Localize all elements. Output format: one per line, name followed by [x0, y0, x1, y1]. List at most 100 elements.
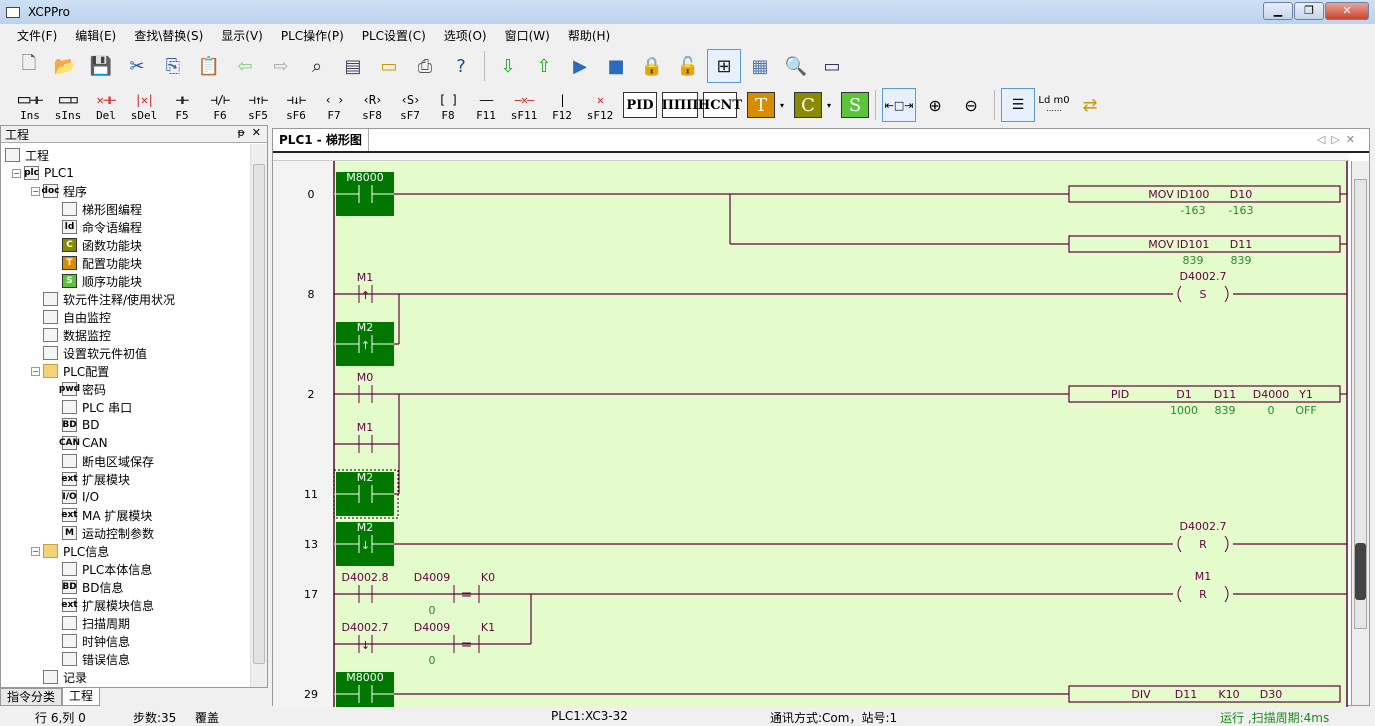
- tab-nav-controls[interactable]: ◁▷✕: [1316, 133, 1361, 146]
- tree-item[interactable]: ext 扩展模块信息: [1, 596, 249, 614]
- maximize-button[interactable]: ❐: [1294, 2, 1324, 20]
- instruction-box-mov[interactable]: MOV ID100 D10 -163 -163: [1068, 185, 1341, 217]
- pin-icon[interactable]: ᵽ: [237, 126, 245, 139]
- tree-item[interactable]: − plc PLC1: [1, 164, 249, 182]
- editor-scrollbar[interactable]: [1351, 161, 1369, 705]
- ladder-key-f5[interactable]: ⊣⊢ F5: [164, 88, 200, 122]
- fb-T-button[interactable]: T: [747, 92, 775, 118]
- ladder-view-button[interactable]: ⊞: [707, 49, 741, 83]
- tree-item[interactable]: I/O I/O: [1, 488, 249, 506]
- data-monitor-button[interactable]: ▦: [743, 49, 777, 83]
- free-monitor-button[interactable]: 🔍: [779, 49, 813, 83]
- compare-contact[interactable]: = D4009 K0 0: [399, 571, 531, 617]
- tree-item[interactable]: 自由监控: [1, 308, 249, 326]
- ladder-key-f8[interactable]: [ ] F8: [430, 88, 466, 122]
- menu-item[interactable]: 查找\替换(S): [134, 28, 204, 43]
- ladder-diagram[interactable]: 0 8 2 11 13 17 29 M8000 ↑ M1 ↑ M2 M0 M1 M2 ↓ M2 D4002.8 ↓ D…: [273, 161, 1349, 707]
- help-button[interactable]: ?: [444, 49, 478, 83]
- tab-ladder[interactable]: PLC1 - 梯形图: [273, 129, 369, 151]
- tree-item[interactable]: C 函数功能块: [1, 236, 249, 254]
- instruction-view-button[interactable]: Ld m0 ⋯⋯: [1037, 88, 1071, 122]
- copy-button[interactable]: ⎘: [156, 49, 190, 83]
- print-button[interactable]: ⎙: [408, 49, 442, 83]
- tree-item[interactable]: T 配置功能块: [1, 254, 249, 272]
- tree-item[interactable]: 软元件注释/使用状况: [1, 290, 249, 308]
- collapse-icon[interactable]: −: [31, 186, 40, 196]
- contact-M2[interactable]: ↓ M2: [334, 521, 394, 566]
- contact-M0[interactable]: M0: [334, 371, 399, 403]
- menu-item[interactable]: PLC设置(C): [361, 28, 426, 43]
- menu-item[interactable]: PLC操作(P): [280, 28, 344, 43]
- ladder-key-sins[interactable]: ⊏⊐⊐ sIns: [50, 88, 86, 122]
- tree-item[interactable]: S 顺序功能块: [1, 272, 249, 290]
- tree-item[interactable]: ld 命令语编程: [1, 218, 249, 236]
- contact-D4002.7[interactable]: ↓ D4002.7: [334, 621, 399, 653]
- serial-port-button[interactable]: ▭: [815, 49, 849, 83]
- tree-item[interactable]: ext 扩展模块: [1, 470, 249, 488]
- ladder-key-sf5[interactable]: ⊣↑⊢ sF5: [240, 88, 276, 122]
- dropdown-arrow-icon[interactable]: ▾: [780, 100, 785, 110]
- tree-item[interactable]: 扫描周期: [1, 614, 249, 632]
- tree-item[interactable]: 错误信息: [1, 650, 249, 668]
- contact-D4002.8[interactable]: D4002.8: [334, 571, 399, 603]
- paste-button[interactable]: 📋: [192, 49, 226, 83]
- back-button[interactable]: ⇦: [228, 49, 262, 83]
- tree-item[interactable]: 数据监控: [1, 326, 249, 344]
- contact-M8000[interactable]: M8000: [334, 171, 394, 216]
- download-button[interactable]: ⇩: [491, 49, 525, 83]
- ladder-layout-button[interactable]: ☰: [1001, 88, 1036, 122]
- fb-S-button[interactable]: S: [841, 92, 870, 118]
- tree-item[interactable]: CAN CAN: [1, 434, 249, 452]
- menu-item[interactable]: 帮助(H): [567, 28, 611, 43]
- tab-instructions[interactable]: 指令分类: [0, 688, 63, 706]
- stop-button[interactable]: ■: [599, 49, 633, 83]
- ladder-key-ins[interactable]: ⊏⊐⊣⊢ Ins: [12, 88, 48, 122]
- ladder-key-sf7[interactable]: ‹S› sF7: [392, 88, 428, 122]
- tree-item[interactable]: − doc 程序: [1, 182, 249, 200]
- ladder-key-f7[interactable]: ‹ › F7: [316, 88, 352, 122]
- ladder-key-sdel[interactable]: |✕| sDel: [126, 88, 162, 122]
- minimize-button[interactable]: ▁: [1263, 2, 1293, 20]
- coil-r[interactable]: R D4002.7: [1175, 520, 1231, 553]
- forward-button[interactable]: ⇨: [264, 49, 298, 83]
- tree-item[interactable]: 设置软元件初值: [1, 344, 249, 362]
- collapse-icon[interactable]: −: [31, 366, 40, 376]
- block-1-button[interactable]: ΠΠΠ: [662, 92, 698, 118]
- ladder-key-sf12[interactable]: ✕ sF12: [582, 88, 618, 122]
- tree-item[interactable]: 断电区域保存: [1, 452, 249, 470]
- tree-item[interactable]: PLC本体信息: [1, 560, 249, 578]
- find-button[interactable]: ⌕: [300, 49, 334, 83]
- ladder-key-sf6[interactable]: ⊣↓⊢ sF6: [278, 88, 314, 122]
- contact-M8000[interactable]: M8000: [334, 671, 394, 707]
- tree-item[interactable]: 记录: [1, 668, 249, 686]
- menu-item[interactable]: 选项(O): [443, 28, 487, 43]
- compare-contact[interactable]: = D4009 K1 0: [399, 621, 531, 667]
- window-button[interactable]: ▭: [372, 49, 406, 83]
- tree-item[interactable]: PLC 串口: [1, 398, 249, 416]
- lock-button[interactable]: 🔒: [635, 49, 669, 83]
- contact-M2[interactable]: ↑ M2: [334, 321, 394, 366]
- collapse-icon[interactable]: −: [31, 546, 40, 556]
- ladder-key-f11[interactable]: —— F11: [468, 88, 504, 122]
- open-folder-button[interactable]: 📂: [48, 49, 82, 83]
- menu-item[interactable]: 文件(F): [17, 28, 58, 43]
- tree-item[interactable]: 梯形图编程: [1, 200, 249, 218]
- tree-item[interactable]: − PLC信息: [1, 542, 249, 560]
- ladder-key-del[interactable]: ✕⊣⊢ Del: [88, 88, 124, 122]
- instruction-box-mov[interactable]: MOV ID101 D11 839 839: [1068, 235, 1341, 267]
- close-button[interactable]: ✕: [1325, 2, 1369, 20]
- unlock-button[interactable]: 🔓: [671, 49, 705, 83]
- tree-item[interactable]: 时钟信息: [1, 632, 249, 650]
- ladder-key-sf11[interactable]: —✕— sF11: [506, 88, 542, 122]
- tree-item[interactable]: − PLC配置: [1, 362, 249, 380]
- run-button[interactable]: ▶: [563, 49, 597, 83]
- instruction-box-pid[interactable]: PID D1 D11 D4000 Y1 1000 839 0 OFF: [1068, 385, 1341, 417]
- coil-s[interactable]: S D4002.7: [1175, 270, 1231, 303]
- ladder-key-sf8[interactable]: ‹R› sF8: [354, 88, 390, 122]
- tree-item[interactable]: M 运动控制参数: [1, 524, 249, 542]
- save-button[interactable]: 💾: [84, 49, 118, 83]
- contact-M1[interactable]: ↑ M1: [334, 271, 399, 303]
- fb-C-button[interactable]: C: [794, 92, 823, 118]
- tree-item[interactable]: pwd 密码: [1, 380, 249, 398]
- instruction-box-div[interactable]: DIV D11 K10 D30: [1068, 685, 1341, 703]
